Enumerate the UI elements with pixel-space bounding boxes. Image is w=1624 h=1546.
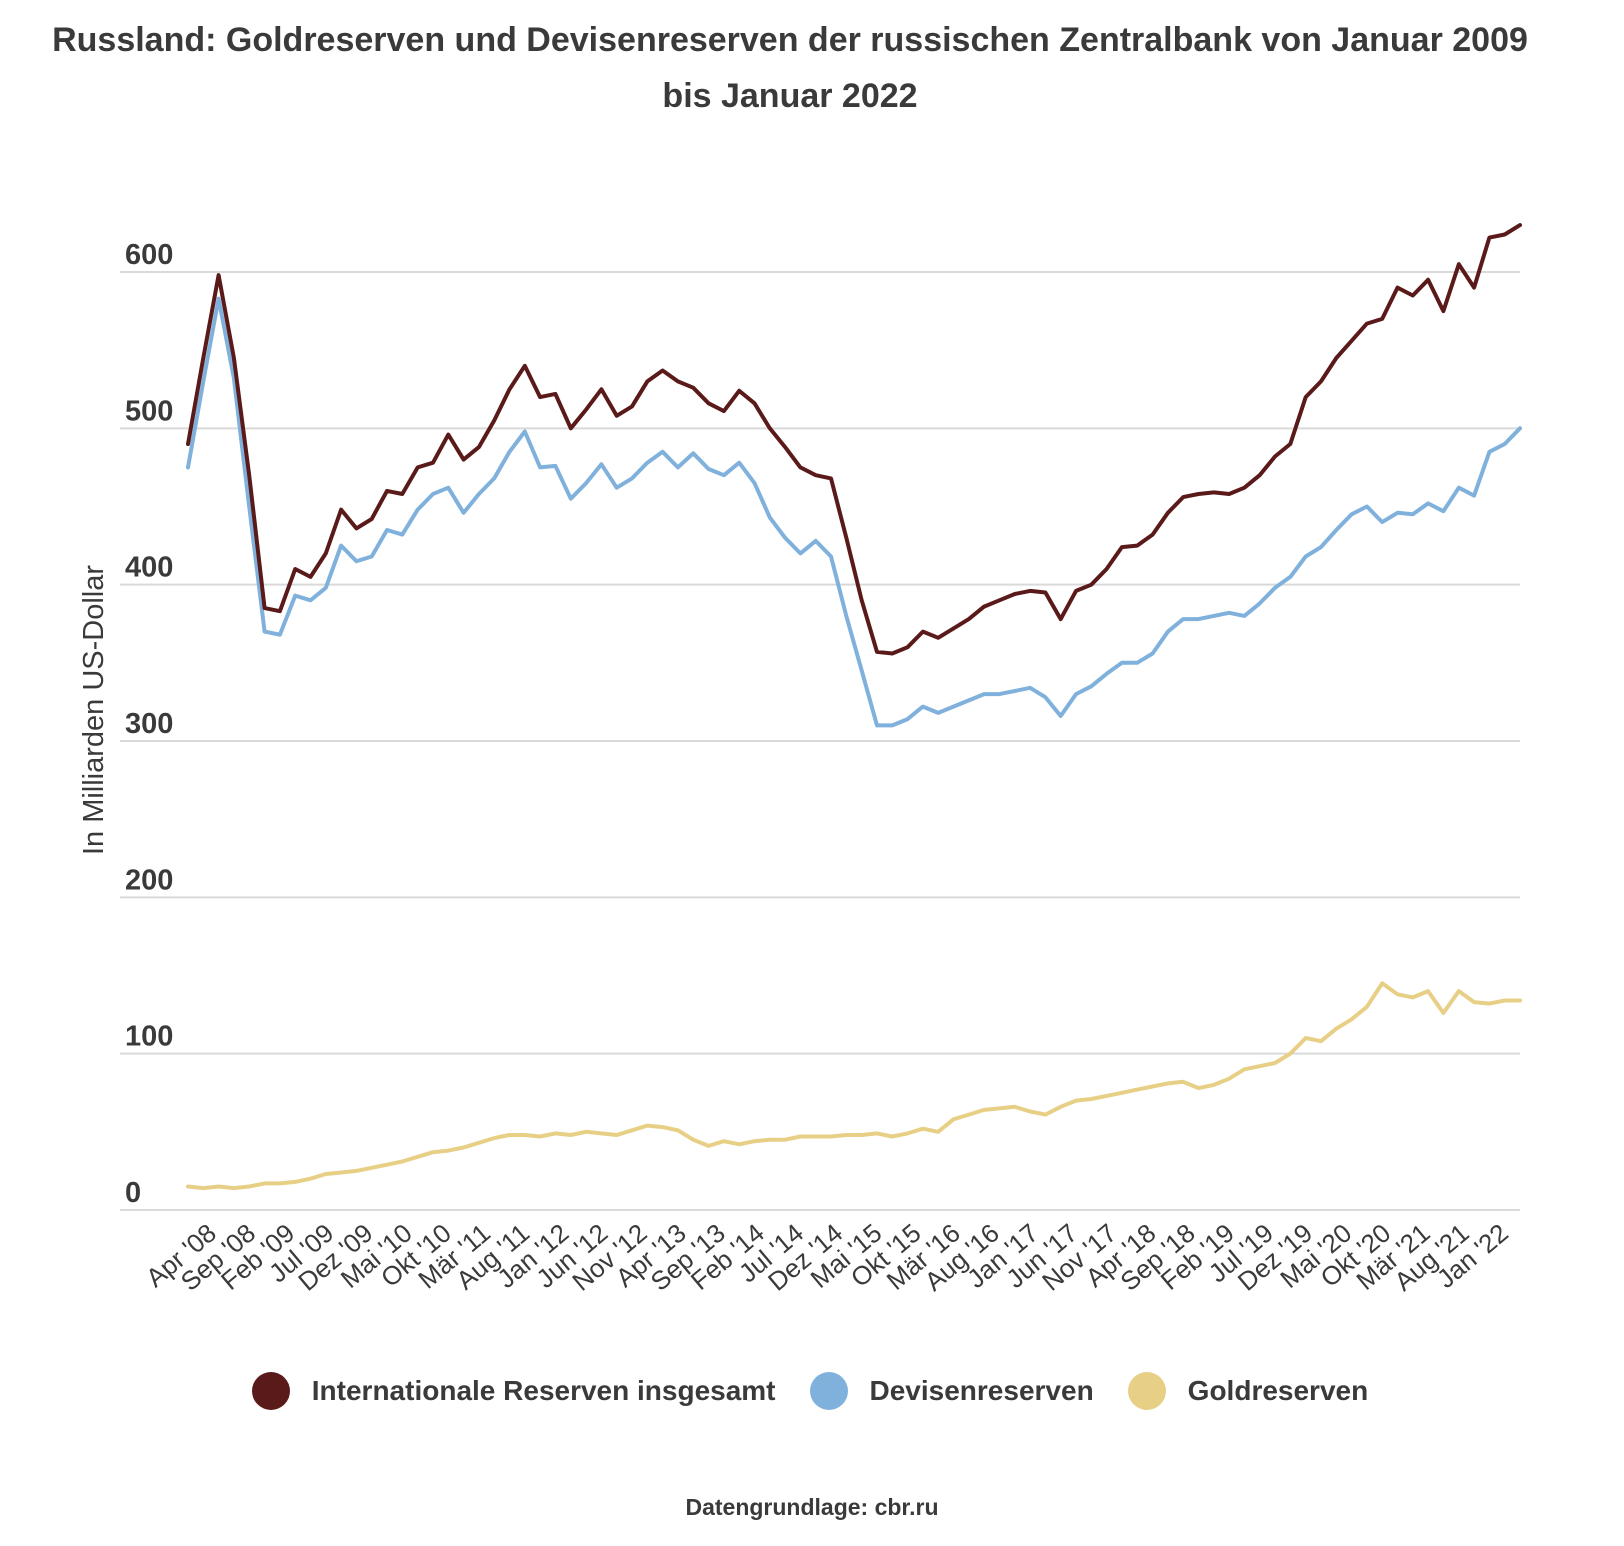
legend-dot-gold (1127, 1372, 1166, 1410)
legend: Internationale Reserven insgesamt Devise… (0, 1372, 1624, 1410)
y-tick-label: 200 (125, 864, 173, 896)
y-tick-label: 300 (125, 708, 173, 740)
y-tick-label: 100 (125, 1021, 173, 1053)
y-tick-label: 400 (125, 552, 173, 584)
y-tick-label: 0 (125, 1177, 141, 1209)
legend-label-foreign-currency: Devisenreserven (869, 1375, 1094, 1406)
y-axis-ticks: 0 100 200 300 400 500 600 (125, 239, 173, 1209)
gridlines (120, 271, 1520, 1211)
series-line-2 (186, 981, 1522, 1191)
legend-dot-total (251, 1372, 290, 1410)
legend-label-total: Internationale Reserven insgesamt (311, 1375, 776, 1406)
source-note: Datengrundlage: cbr.ru (685, 1494, 939, 1520)
series-line-1 (186, 296, 1522, 728)
chart-title: Russland: Goldreserven und Devisenreserv… (52, 21, 1528, 115)
legend-label-gold: Goldreserven (1187, 1375, 1369, 1406)
chart-title-wrap: Russland: Goldreserven und Devisenreserv… (40, 12, 1540, 124)
legend-dot-foreign-currency (809, 1372, 848, 1410)
legend-item-foreign-currency[interactable]: Devisenreserven (809, 1372, 1094, 1410)
y-tick-label: 500 (125, 395, 173, 427)
legend-item-gold[interactable]: Goldreserven (1127, 1372, 1369, 1410)
series-lines (186, 223, 1522, 1191)
y-tick-label: 600 (125, 239, 173, 271)
y-axis-label: In Milliarden US-Dollar (78, 565, 110, 855)
series-line-0 (186, 223, 1522, 656)
legend-item-total[interactable]: Internationale Reserven insgesamt (251, 1372, 776, 1410)
